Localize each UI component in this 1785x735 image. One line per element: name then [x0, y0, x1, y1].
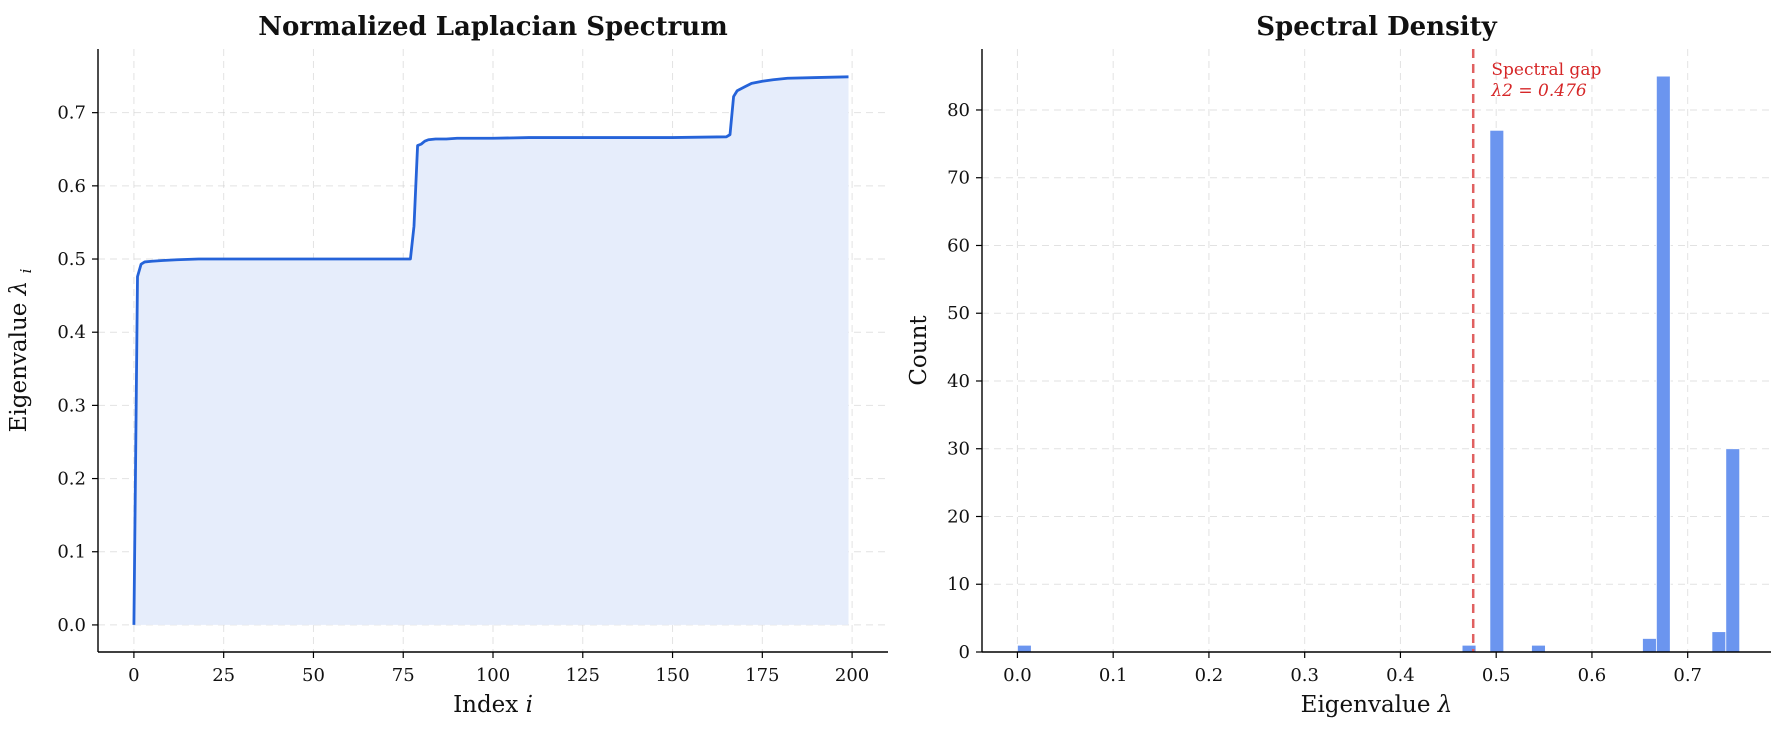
spectrum-x-tick-label: 50: [302, 665, 325, 686]
spectrum-title: Normalized Laplacian Spectrum: [258, 12, 727, 42]
spectrum-y-axis-label-symbol: λ: [6, 281, 32, 297]
density-x-tick-label: 0.7: [1673, 665, 1702, 686]
density-grid: [982, 49, 1771, 652]
density-x-tick-label: 0.5: [1482, 665, 1511, 686]
spectrum-x-tick-label: 100: [476, 665, 510, 686]
spectrum-y-tick-label: 0.4: [57, 322, 86, 343]
spectrum-y-tick-label: 0.3: [57, 395, 86, 416]
spectrum-y-axis-label-subscript: i: [17, 268, 35, 273]
density-chart: Spectral gap λ2 = 0.476 0.0 0.1 0.2 0.3 0.4 0…: [906, 12, 1771, 718]
density-x-axis-label-text: Eigenvalue: [1301, 692, 1438, 718]
spectrum-line: [132, 75, 849, 625]
density-bars: [1017, 75, 1741, 653]
density-y-axis-label: Count: [906, 315, 932, 386]
density-y-tick-label: 70: [947, 168, 970, 189]
spectrum-x-axis-label: Index i: [453, 692, 533, 718]
density-x-axis-label-symbol: λ: [1437, 692, 1453, 718]
density-y-tick-label: 40: [947, 371, 970, 392]
spectrum-x-tick-label: 25: [212, 665, 235, 686]
density-x-tick-label: 0.4: [1386, 665, 1415, 686]
spectrum-axes: 0 25 50 75 100 125 150 175 200 0.0 0.1 0.2 0.3 0.4 0.5…: [57, 49, 888, 686]
density-x-tick-label: 0.3: [1290, 665, 1319, 686]
density-x-tick-label: 0.6: [1578, 665, 1607, 686]
spectral-gap-annotation-line1: Spectral gap: [1491, 60, 1601, 80]
spectral-gap-annotation-line2: λ2 = 0.476: [1490, 81, 1586, 101]
spectrum-x-axis-label-symbol: i: [526, 692, 533, 718]
density-bar: [1642, 638, 1657, 653]
spectrum-y-axis-label: Eigenvalue λ i: [6, 268, 35, 432]
spectrum-y-tick-label: 0.2: [57, 469, 86, 490]
density-bar: [1531, 644, 1546, 653]
density-bar: [1655, 75, 1671, 653]
spectrum-x-tick-label: 0: [128, 665, 139, 686]
spectral-gap-annotation: Spectral gap λ2 = 0.476: [1490, 60, 1606, 101]
density-y-tick-label: 30: [947, 439, 970, 460]
spectrum-y-tick-label: 0.7: [57, 103, 86, 124]
density-y-tick-label: 10: [947, 574, 970, 595]
spectrum-y-tick-label: 0.6: [57, 176, 86, 197]
density-y-tick-label: 50: [947, 303, 970, 324]
density-y-tick-label: 60: [947, 235, 970, 256]
density-title: Spectral Density: [1256, 12, 1497, 42]
density-y-tick-label: 80: [947, 100, 970, 121]
spectrum-y-tick-label: 0.5: [57, 249, 86, 270]
spectrum-x-tick-label: 200: [835, 665, 869, 686]
spectrum-x-tick-label: 75: [392, 665, 415, 686]
density-x-tick-label: 0.1: [1099, 665, 1128, 686]
spectrum-chart: 0 25 50 75 100 125 150 175 200 0.0 0.1 0.2 0.3 0.4 0.5…: [6, 12, 888, 718]
density-x-tick-label: 0.0: [1003, 665, 1032, 686]
spectrum-fill-area: [133, 76, 849, 625]
density-bar: [1725, 448, 1741, 653]
density-x-axis-label: Eigenvalue λ: [1301, 692, 1453, 718]
spectrum-x-tick-label: 175: [745, 665, 779, 686]
density-bar: [1489, 129, 1505, 653]
density-x-tick-label: 0.2: [1195, 665, 1224, 686]
density-bar: [1017, 644, 1032, 653]
spectrum-y-tick-label: 0.0: [57, 615, 86, 636]
density-y-tick-label: 20: [947, 506, 970, 527]
spectrum-x-tick-label: 125: [566, 665, 600, 686]
spectrum-y-axis-label-text: Eigenvalue: [6, 295, 32, 432]
density-axes: 0.0 0.1 0.2 0.3 0.4 0.5 0.6 0.7 0 10 20 30 40 50 60 70 8…: [947, 49, 1771, 686]
spectrum-x-tick-label: 150: [655, 665, 689, 686]
density-y-tick-label: 0: [959, 642, 970, 663]
spectrum-x-axis-label-text: Index: [453, 692, 526, 718]
density-bar: [1711, 631, 1727, 653]
spectrum-y-tick-label: 0.1: [57, 542, 86, 563]
